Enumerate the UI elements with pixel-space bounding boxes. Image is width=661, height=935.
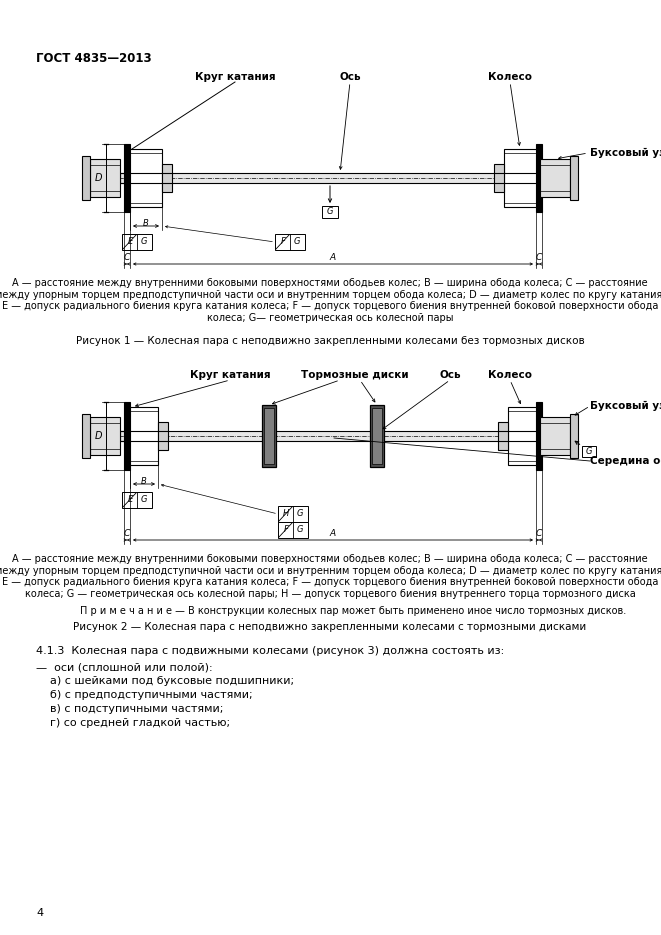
Text: D: D	[95, 431, 102, 441]
Bar	[275, 234, 305, 250]
Bar	[262, 405, 276, 467]
Text: E: E	[128, 495, 133, 504]
Text: C: C	[536, 529, 542, 538]
Bar	[540, 159, 570, 197]
Text: Круг катания: Круг катания	[190, 370, 270, 380]
Text: г) со средней гладкой частью;: г) со средней гладкой частью;	[36, 718, 230, 728]
Text: A: A	[330, 529, 336, 538]
Text: G: G	[293, 237, 300, 246]
Text: Тормозные диски: Тормозные диски	[301, 370, 408, 380]
Text: Ось: Ось	[339, 72, 361, 82]
Text: G: G	[297, 509, 303, 518]
Text: G: G	[297, 525, 303, 534]
Text: 4.1.3  Колесная пара с подвижными колесами (рисунок 3) должна состоять из:: 4.1.3 Колесная пара с подвижными колесам…	[36, 646, 504, 656]
Bar	[90, 159, 120, 197]
Bar	[370, 405, 384, 467]
Bar	[122, 492, 152, 508]
Text: C: C	[124, 253, 130, 262]
Text: в) с подступичными частями;: в) с подступичными частями;	[36, 704, 223, 714]
Bar	[120, 431, 540, 441]
Text: Рисунок 1 — Колесная пара с неподвижно закрепленными колесами без тормозных диск: Рисунок 1 — Колесная пара с неподвижно з…	[75, 336, 584, 346]
Text: Ось: Ось	[439, 370, 461, 380]
Bar	[540, 417, 570, 455]
Bar	[158, 422, 168, 450]
Bar	[582, 446, 596, 457]
Text: F: F	[284, 525, 289, 534]
Bar	[508, 407, 536, 465]
Bar	[536, 402, 542, 470]
Text: A: A	[330, 253, 336, 262]
Text: Колесо: Колесо	[488, 72, 532, 82]
Bar	[570, 414, 578, 458]
Text: Рисунок 2 — Колесная пара с неподвижно закрепленными колесами с тормозными диска: Рисунок 2 — Колесная пара с неподвижно з…	[73, 622, 586, 632]
Text: B: B	[143, 219, 149, 228]
Text: G: G	[141, 495, 147, 504]
Bar	[322, 206, 338, 218]
Text: D: D	[95, 173, 102, 183]
Bar	[504, 149, 536, 207]
Bar	[162, 164, 172, 192]
Text: П р и м е ч а н и е — В конструкции колесных пар может быть применено иное число: П р и м е ч а н и е — В конструкции коле…	[80, 606, 626, 616]
Bar	[130, 149, 162, 207]
Bar	[372, 408, 382, 464]
Bar	[498, 422, 508, 450]
Text: A — расстояние между внутренними боковыми поверхностями ободьев колес; B — ширин: A — расстояние между внутренними боковым…	[0, 278, 661, 323]
Text: A — расстояние между внутренними боковыми поверхностями ободьев колес; B — ширин: A — расстояние между внутренними боковым…	[0, 554, 661, 598]
Bar	[536, 144, 542, 212]
Text: —  оси (сплошной или полой):: — оси (сплошной или полой):	[36, 662, 213, 672]
Text: G: G	[141, 237, 147, 246]
Text: Середина оси: Середина оси	[590, 456, 661, 466]
Text: Буксовый узел: Буксовый узел	[590, 148, 661, 158]
Text: E: E	[128, 237, 133, 246]
Text: C: C	[124, 529, 130, 538]
Bar	[122, 234, 152, 250]
Text: Круг катания: Круг катания	[195, 72, 276, 82]
Text: H: H	[283, 509, 290, 518]
Text: B: B	[141, 477, 147, 486]
Text: G: G	[327, 208, 333, 217]
Bar	[570, 156, 578, 200]
Text: ГОСТ 4835—2013: ГОСТ 4835—2013	[36, 52, 151, 65]
Bar	[120, 173, 540, 183]
Bar	[124, 144, 130, 212]
Text: Буксовый узел: Буксовый узел	[590, 401, 661, 411]
Text: б) с предподступичными частями;: б) с предподступичными частями;	[36, 690, 253, 700]
Circle shape	[327, 433, 333, 439]
Text: 4: 4	[36, 908, 43, 918]
Text: F: F	[281, 237, 286, 246]
Text: C: C	[536, 253, 542, 262]
Text: Колесо: Колесо	[488, 370, 532, 380]
Bar	[82, 414, 90, 458]
Bar	[130, 407, 158, 465]
Bar	[264, 408, 274, 464]
Text: G: G	[586, 447, 592, 456]
Bar	[82, 156, 90, 200]
Bar	[278, 506, 308, 522]
Bar	[278, 522, 308, 538]
Bar	[124, 402, 130, 470]
Bar	[494, 164, 504, 192]
Bar	[90, 417, 120, 455]
Text: а) с шейками под буксовые подшипники;: а) с шейками под буксовые подшипники;	[36, 676, 294, 686]
